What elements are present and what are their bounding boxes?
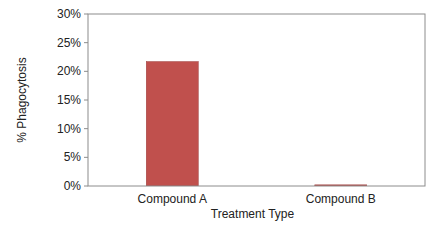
chart-container: 0% 5% 10% 15% 20% 25% 30% Compound A Compound B T… <box>0 0 435 229</box>
chart-svg: 0% 5% 10% 15% 20% 25% 30% Compound A Compound B T… <box>0 0 435 229</box>
y-tick <box>84 186 88 187</box>
plot-frame <box>88 14 425 186</box>
x-axis-label: Treatment Type <box>211 207 295 221</box>
y-tick <box>84 71 88 72</box>
y-tick-label: 0% <box>64 179 82 193</box>
y-axis-label: % Phagocytosis <box>15 57 29 142</box>
y-tick <box>84 128 88 129</box>
y-tick <box>84 42 88 43</box>
y-tick-label: 15% <box>57 93 81 107</box>
y-tick-label: 30% <box>57 7 81 21</box>
y-tick-label: 20% <box>57 64 81 78</box>
bars <box>146 62 367 186</box>
bar <box>146 62 198 186</box>
y-tick <box>84 100 88 101</box>
y-tick-label: 10% <box>57 122 81 136</box>
y-tick <box>84 157 88 158</box>
x-tick-label: Compound A <box>138 192 207 206</box>
y-tick-label: 5% <box>64 150 82 164</box>
x-tick-label: Compound B <box>306 192 376 206</box>
y-tick-label: 25% <box>57 36 81 50</box>
page: {"chart_data": {"type": "bar", "x_label"… <box>0 0 435 229</box>
y-tick <box>84 14 88 15</box>
